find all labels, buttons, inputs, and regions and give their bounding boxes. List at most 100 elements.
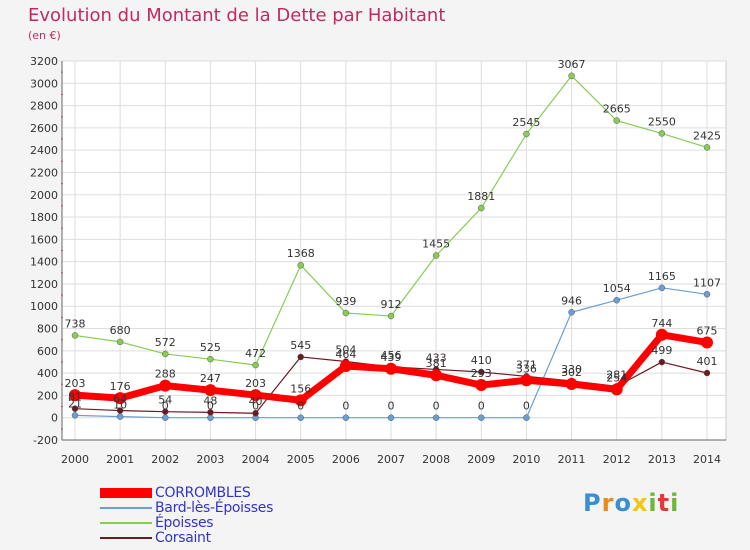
data-point: [523, 414, 530, 421]
data-label: 40: [249, 395, 263, 408]
data-label: 1881: [467, 190, 495, 203]
x-tick-label: 2004: [242, 453, 270, 466]
data-label: 499: [651, 344, 672, 357]
legend-item: CORROMBLES: [100, 484, 273, 501]
data-label: 381: [426, 357, 447, 370]
data-label: 472: [245, 347, 266, 360]
data-point: [432, 414, 440, 421]
y-tick-label: 1600: [30, 233, 58, 246]
data-point: [703, 369, 711, 377]
y-tick-label: 200: [37, 389, 58, 402]
data-label: 0: [252, 400, 259, 413]
data-label: 738: [65, 317, 86, 330]
data-label: 410: [471, 354, 492, 367]
data-point: [703, 291, 711, 298]
data-label: 203: [65, 377, 86, 390]
data-point: [116, 413, 124, 420]
data-label: 336: [516, 362, 537, 375]
data-point: [342, 309, 350, 317]
legend-label: Bard-lès-Époisses: [155, 499, 274, 516]
data-point: [568, 309, 575, 316]
data-point: [478, 204, 485, 212]
data-label: 525: [200, 341, 221, 354]
proxiti-logo: Proxiti: [583, 489, 679, 517]
data-point: [297, 414, 304, 421]
data-label: 3067: [558, 58, 586, 71]
data-label: 456: [381, 349, 402, 362]
logo-letter: r: [601, 489, 615, 517]
y-tick-label: 1800: [30, 211, 58, 224]
data-point: [162, 408, 169, 415]
data-point: [342, 414, 350, 421]
data-point: [71, 332, 79, 339]
data-label: 0: [342, 400, 349, 413]
y-tick-label: 2000: [30, 189, 58, 202]
data-label: 912: [381, 298, 402, 311]
y-tick-label: -200: [33, 434, 58, 447]
grid: [61, 60, 727, 441]
x-tick-label: 2000: [61, 453, 89, 466]
data-point: [252, 409, 259, 417]
data-label: 0: [162, 400, 169, 413]
data-label: 433: [426, 351, 447, 364]
data-label: 247: [200, 372, 221, 385]
legend: CORROMBLES Bard-lès-Époisses Époisses Corsa…: [100, 484, 274, 546]
data-point: [116, 338, 124, 346]
data-point: [297, 261, 304, 269]
x-tick-label: 2011: [558, 453, 586, 466]
data-point: [655, 328, 668, 341]
data-point: [568, 72, 575, 80]
x-tick-label: 2009: [467, 453, 495, 466]
y-tick-label: 600: [37, 345, 58, 358]
data-point: [71, 405, 79, 412]
y-tick-label: 2200: [30, 166, 58, 179]
logo-letter: i: [648, 489, 658, 517]
chart-unit: (en €): [28, 29, 61, 42]
data-label: 302: [561, 366, 582, 379]
y-tick-label: 800: [37, 323, 58, 336]
legend-label: Époisses: [155, 514, 214, 531]
data-point: [565, 378, 578, 391]
y-tick-label: 1000: [30, 300, 58, 313]
x-tick-label: 2006: [332, 453, 360, 466]
data-label: 64: [113, 393, 127, 406]
y-tick-label: 0: [51, 412, 58, 425]
data-point: [610, 383, 623, 396]
chart-title: Evolution du Montant de la Dette par Hab…: [28, 5, 446, 26]
y-tick-label: 2400: [30, 144, 58, 157]
series: [69, 72, 713, 421]
y-tick-label: 3200: [30, 55, 58, 68]
data-label: 2665: [603, 103, 631, 116]
data-point: [297, 353, 304, 361]
logo-letter: o: [614, 489, 632, 517]
data-label: 0: [207, 400, 214, 413]
data-label: 10: [113, 399, 127, 412]
axes: -200020040060080010001200140016001800200…: [30, 55, 726, 466]
data-label: 572: [155, 336, 176, 349]
logo-letter: i: [670, 489, 680, 517]
data-point: [159, 379, 172, 392]
data-label: 203: [245, 377, 266, 390]
data-point: [207, 355, 214, 363]
data-label: 504: [335, 344, 356, 357]
data-label: 1165: [648, 270, 676, 283]
data-label: 939: [335, 295, 356, 308]
data-label: 1455: [422, 238, 450, 251]
legend-label: Corsaint: [155, 529, 211, 546]
data-label: 0: [433, 400, 440, 413]
data-point: [387, 312, 395, 320]
y-tick-label: 400: [37, 367, 58, 380]
data-label: 54: [158, 394, 172, 407]
data-point: [116, 407, 124, 414]
data-point: [207, 409, 214, 416]
data-label: 0: [297, 400, 304, 413]
x-tick-label: 2003: [196, 453, 224, 466]
data-point: [249, 389, 262, 402]
data-label: 2545: [512, 116, 540, 129]
legend-label: CORROMBLES: [155, 484, 251, 501]
logo-letter: x: [631, 489, 649, 517]
data-point: [520, 374, 533, 387]
data-point: [658, 358, 666, 366]
legend-swatch: [100, 521, 152, 524]
logo-letter: t: [657, 489, 671, 517]
